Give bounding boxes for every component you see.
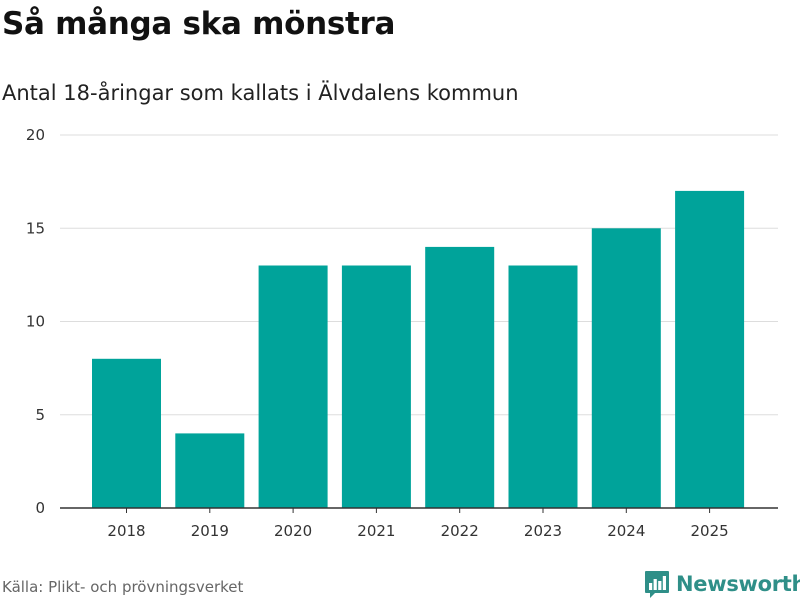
chart-subtitle: Antal 18-åringar som kallats i Älvdalens… <box>2 81 519 105</box>
bar-2020 <box>258 265 328 508</box>
chart-title: Så många ska mönstra <box>2 6 396 42</box>
newsworthy-logo-icon <box>645 571 669 598</box>
bar-2021 <box>341 265 411 508</box>
bar-2019 <box>175 433 245 508</box>
bars <box>92 190 745 509</box>
y-axis-ticks: 0 5 10 15 20 <box>26 126 45 517</box>
y-tick-label: 5 <box>35 406 45 424</box>
x-tick-label-2018: 2018 <box>107 522 145 540</box>
y-tick-label: 15 <box>26 219 45 237</box>
bar-2018 <box>92 358 161 508</box>
bar-2022 <box>425 246 495 508</box>
y-tick-label: 10 <box>26 313 45 331</box>
gridlines <box>60 134 778 416</box>
y-tick-label: 0 <box>35 499 45 517</box>
x-tick-label-2019: 2019 <box>191 522 229 540</box>
x-tick-label-2024: 2024 <box>607 522 645 540</box>
x-tick-label-2021: 2021 <box>357 522 395 540</box>
x-tick-label-2025: 2025 <box>691 522 729 540</box>
x-tick-label-2023: 2023 <box>524 522 562 540</box>
source-note: Källa: Plikt- och prövningsverket <box>2 578 244 596</box>
brand-name: Newsworthy <box>676 572 800 596</box>
y-tick-label: 20 <box>26 126 45 144</box>
bar-2024 <box>591 228 661 509</box>
brand-logo: Newsworthy <box>644 569 800 599</box>
bar-chart: 0 5 10 15 20 2018 2019 2020 2021 2022 2023 2024 202… <box>26 126 778 540</box>
bar-2023 <box>508 265 578 508</box>
x-axis-ticks: 2018 2019 2020 2021 2022 2023 2024 2025 <box>107 508 729 540</box>
x-tick-label-2022: 2022 <box>441 522 479 540</box>
bar-2025 <box>675 190 745 508</box>
x-tick-label-2020: 2020 <box>274 522 312 540</box>
